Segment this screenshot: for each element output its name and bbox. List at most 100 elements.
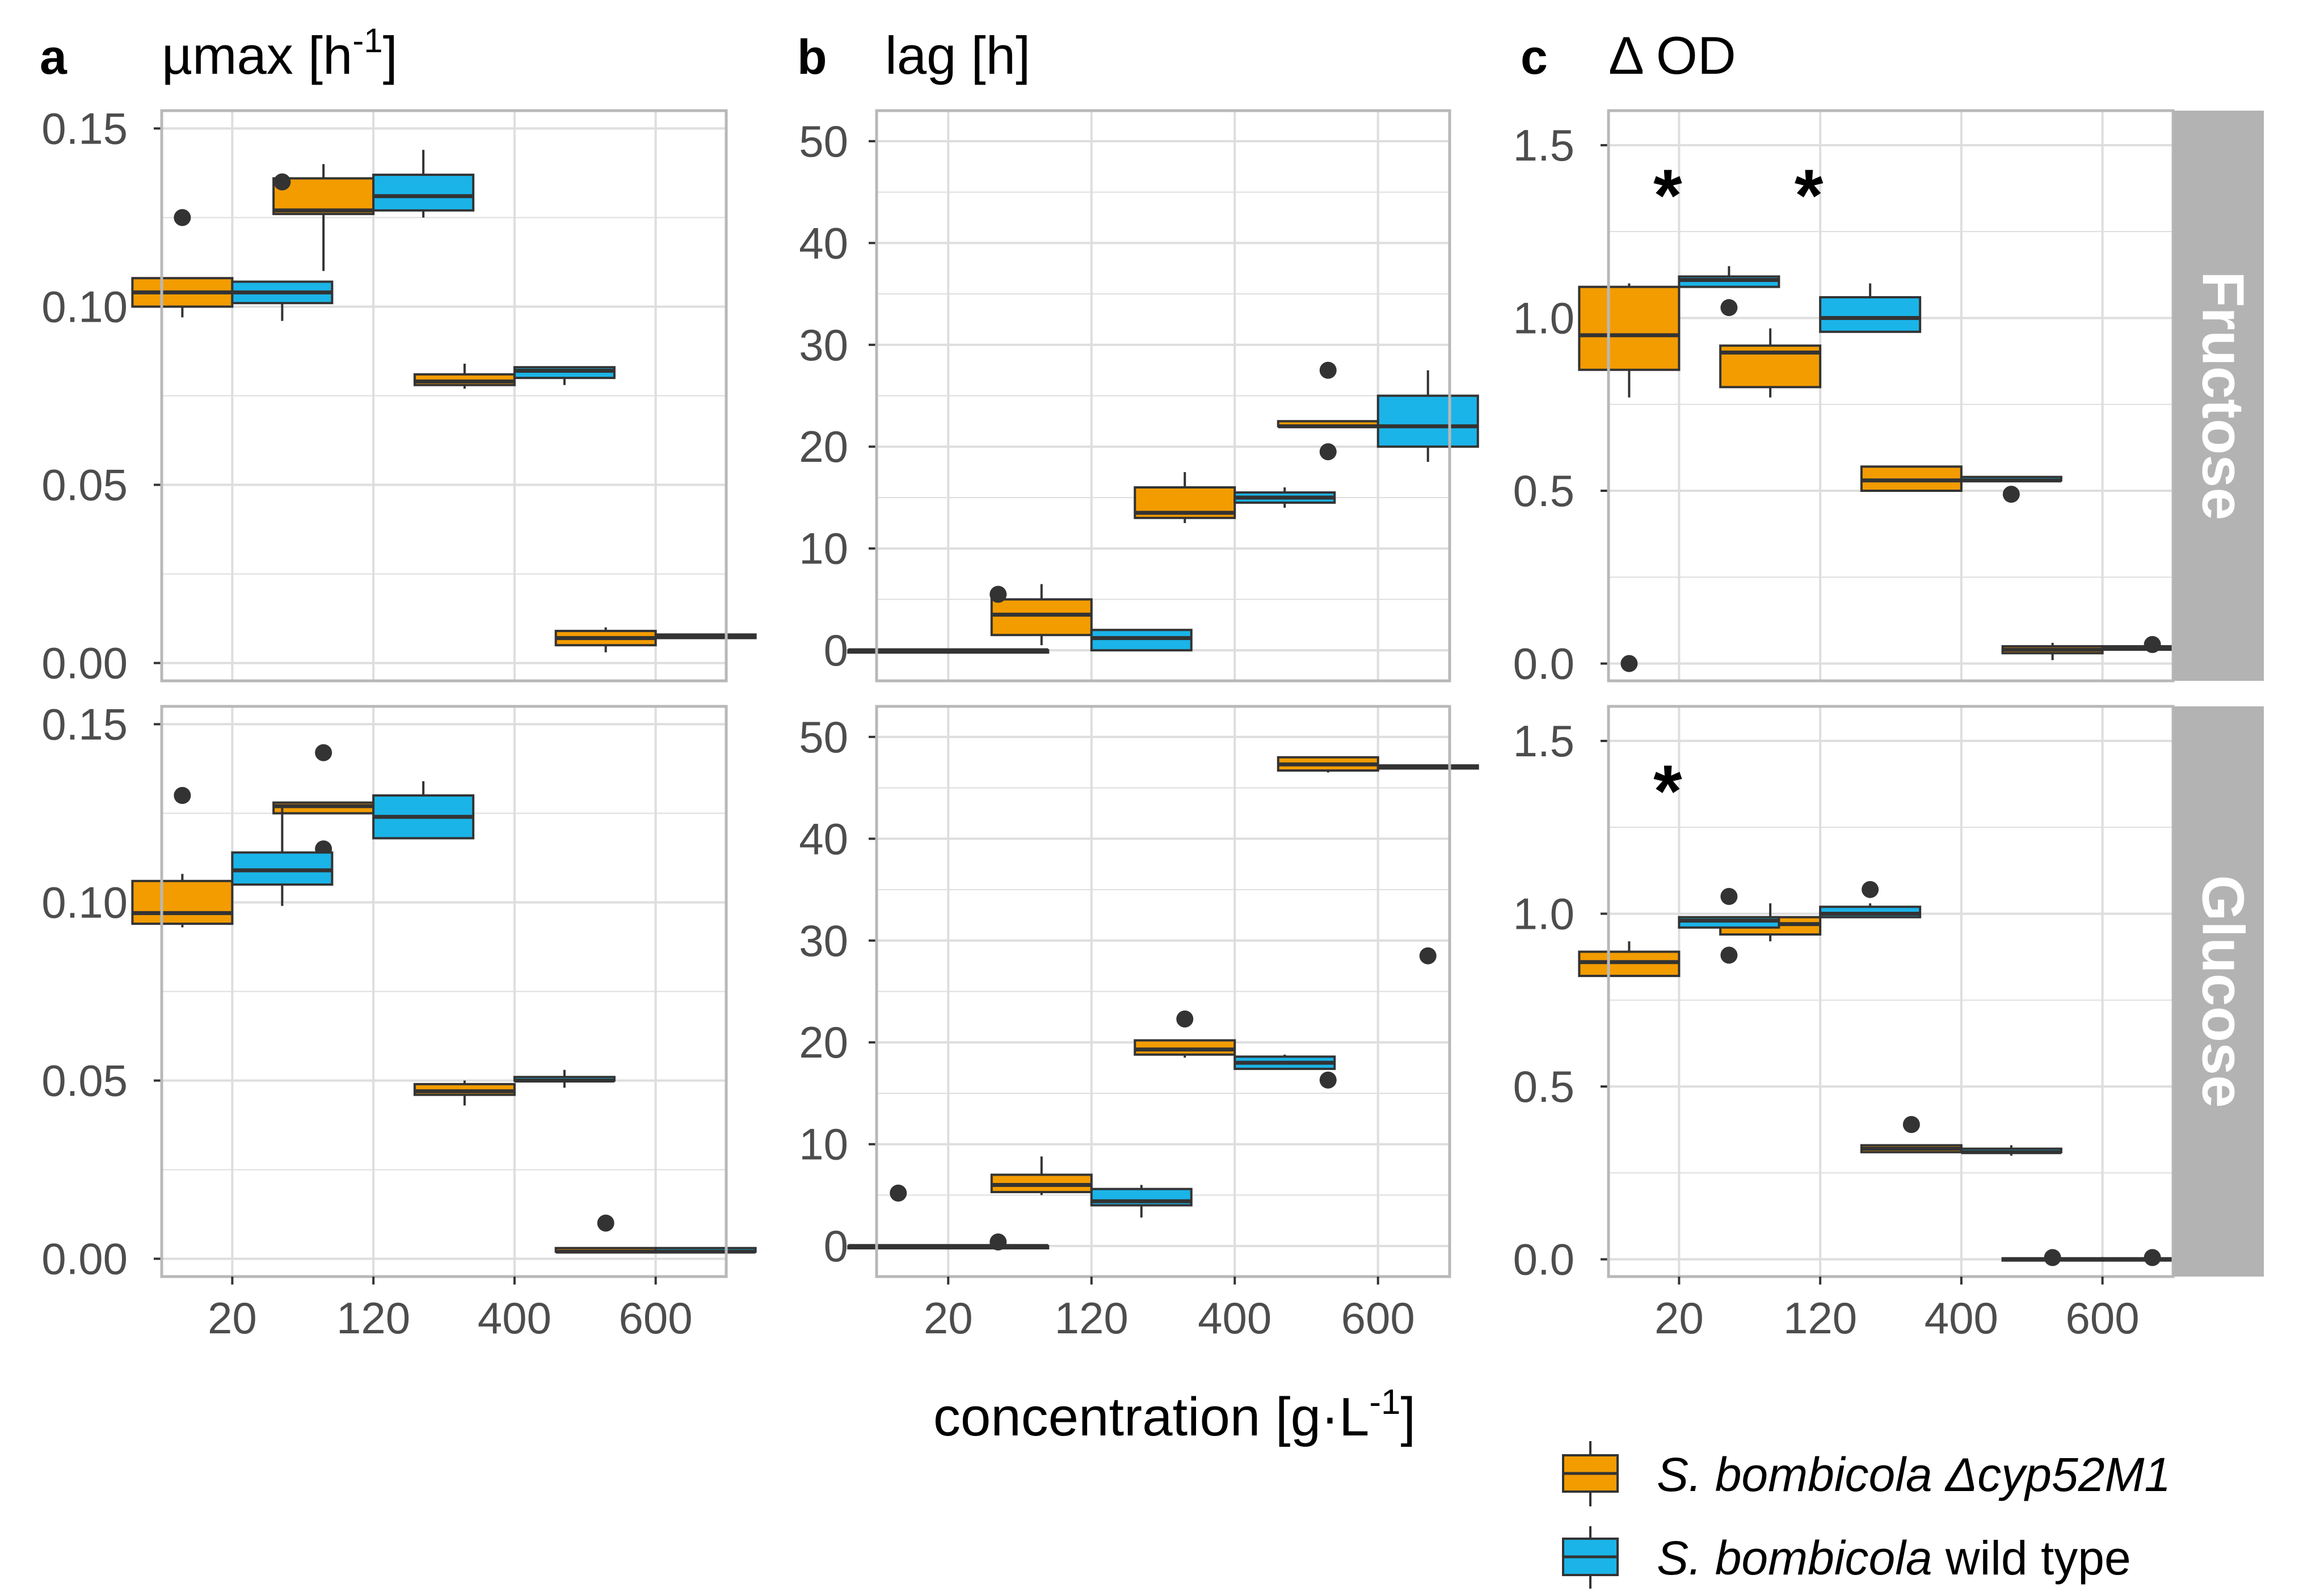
strip-glucose-label: Glucose: [2190, 875, 2256, 1107]
box-body: [990, 598, 1093, 637]
panel-a-header: a µmax [h-1]: [40, 22, 398, 85]
strip-glucose: Glucose: [2173, 706, 2264, 1277]
box-outlier: [174, 209, 191, 226]
box-mutant-400: [1134, 1010, 1236, 1058]
x-tick-label: 600: [1341, 1293, 1415, 1343]
x-tick-label: 400: [1198, 1293, 1271, 1343]
significance-marker: *: [1653, 154, 1682, 237]
box-outlier: [1862, 881, 1879, 898]
y-tick-label: 30: [799, 916, 848, 966]
significance-marker: *: [1653, 749, 1682, 832]
plot-border: [160, 109, 728, 683]
y-tick-label: 50: [799, 116, 848, 166]
box-outlier: [315, 744, 332, 761]
box-mutant-600: [1277, 756, 1379, 1089]
box-outlier: [1319, 443, 1337, 461]
box-body: [1090, 629, 1193, 652]
box-wildtype-600: [654, 633, 757, 639]
box-outlier: [1620, 655, 1638, 672]
box-outlier: [1720, 946, 1738, 964]
box-wildtype-600: [1376, 764, 1479, 965]
box-outlier: [2144, 1249, 2161, 1266]
x-tick-label: 20: [1654, 1293, 1704, 1343]
box-mutant-20: [131, 787, 234, 928]
box-wildtype-120: [1819, 881, 1922, 919]
box-wildtype-120: [372, 150, 475, 218]
box-mutant-400: [1860, 1116, 1963, 1153]
y-tick-label: 0.10: [41, 281, 128, 331]
box-mutant-20: [1578, 283, 1681, 672]
plot-background: [1609, 706, 2173, 1277]
plot-border: [875, 109, 1451, 683]
box-body: [372, 174, 475, 212]
box-mutant-120: [1719, 328, 1822, 398]
box-mutant-400: [413, 363, 516, 389]
y-tick-label: 1.0: [1513, 293, 1574, 343]
y-tick-label: 0: [824, 1221, 848, 1271]
y-tick-label: 40: [799, 218, 848, 268]
x-tick-label: 20: [208, 1293, 257, 1343]
y-tick-label: 0.00: [41, 638, 128, 688]
panel-c-glucose: 0.0 0.5 1.0 1.5 * 20 120 400 600: [1513, 705, 2204, 1343]
panel-a-title: µmax [h-1]: [162, 22, 398, 85]
box-outlier: [1319, 1071, 1337, 1089]
box-mutant-600: [554, 1214, 657, 1254]
panel-a-fructose: 0.00 0.05 0.10 0.15: [41, 103, 757, 688]
panel-a-glucose: 0.00 0.05 0.10 0.15 20 120 400 600: [41, 699, 757, 1343]
y-tick-label: 1.5: [1513, 716, 1574, 766]
box-wildtype-400: [1960, 475, 2062, 503]
y-tick-label: 0.15: [41, 699, 128, 749]
box-mutant-600: [1277, 361, 1379, 461]
panel-b-header: b lag [h]: [797, 26, 1030, 85]
box-wildtype-20: [231, 806, 334, 906]
box-mutant-120: [272, 744, 375, 858]
y-tick-label: 0.05: [41, 1056, 128, 1106]
y-tick-label: 1.5: [1513, 120, 1574, 170]
box-mutant-120: [990, 584, 1093, 646]
box-wildtype-20: [947, 586, 1050, 654]
box-wildtype-20: [1678, 266, 1780, 317]
y-tick-label: 1.0: [1513, 888, 1574, 938]
box-wildtype-400: [1233, 487, 1336, 508]
legend-label-wildtype: S. bombicola wild type: [1657, 1531, 2131, 1585]
y-tick-label: 0.05: [41, 460, 128, 510]
box-wildtype-120: [1090, 629, 1193, 652]
y-tick-label: 0.00: [41, 1234, 128, 1284]
box-mutant-20: [131, 209, 234, 318]
x-tick-label: 120: [1055, 1293, 1129, 1343]
significance-marker: *: [1795, 154, 1824, 237]
box-mutant-120: [990, 1156, 1093, 1195]
y-tick-label: 0.0: [1513, 639, 1574, 689]
x-tick-label: 120: [336, 1293, 410, 1343]
x-tick-label: 600: [2066, 1293, 2140, 1343]
box-outlier: [1902, 1116, 1920, 1133]
box-outlier: [1176, 1010, 1194, 1027]
y-tick-label: 10: [799, 524, 848, 574]
box-wildtype-600: [1376, 370, 1479, 462]
y-tick-label: 0.5: [1513, 1062, 1574, 1111]
box-wildtype-400: [1233, 1054, 1336, 1070]
box-mutant-600: [554, 627, 657, 652]
y-tick-label: 0.5: [1513, 466, 1574, 516]
box-mutant-20: [847, 648, 950, 654]
y-tick-label: 20: [799, 422, 848, 471]
strip-fructose-label: Fructose: [2190, 271, 2256, 520]
box-outlier: [597, 1214, 614, 1232]
box-body: [1134, 1039, 1236, 1056]
y-tick-label: 20: [799, 1017, 848, 1067]
plot-background: [1609, 111, 2173, 681]
box-body: [131, 879, 234, 925]
plot-border: [875, 705, 1451, 1278]
legend-item-wildtype: S. bombicola wild type: [1562, 1526, 2131, 1589]
panel-b-letter: b: [797, 30, 827, 85]
box-outlier: [2144, 636, 2161, 654]
plot-border: [160, 705, 728, 1278]
box-wildtype-400: [513, 1069, 616, 1088]
box-mutant-400: [413, 1080, 516, 1106]
box-wildtype-20: [231, 173, 334, 321]
box-outlier: [1720, 888, 1738, 905]
panel-a-letter: a: [40, 30, 68, 85]
y-tick-label: 10: [799, 1119, 848, 1169]
box-body: [1376, 394, 1479, 448]
